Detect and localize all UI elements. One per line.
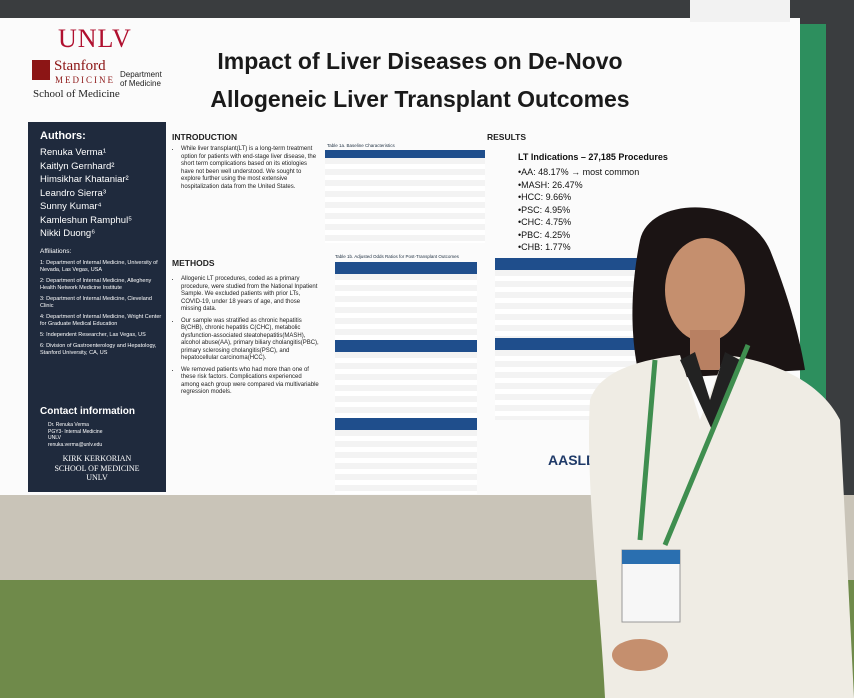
results-subheading: LT Indications – 27,185 Procedures — [518, 152, 668, 162]
contact-line: Dr. Renuka Verma — [48, 422, 89, 428]
methods-heading: METHODS — [172, 258, 215, 268]
contact: Dr. Renuka Verma PGY3- Internal Medicine U… — [48, 422, 102, 448]
results-heading: RESULTS — [487, 132, 527, 142]
intro-list: While liver transplant(LT) is a long-ter… — [172, 146, 319, 195]
author-name: Leandro Sierra³ — [40, 187, 107, 199]
author-name: Renuka Verma¹ — [40, 147, 107, 158]
sidebar-footer: KIRK KERKORIAN SCHOOL OF MEDICINE UNLV — [28, 454, 166, 483]
title-line: Impact of Liver Diseases on De-Novo — [217, 48, 623, 74]
result-item: •AA: 48.17% → most common — [518, 167, 640, 177]
department-text: Department of Medicine — [120, 70, 162, 88]
affiliation: 3: Department of Internal Medicine, Clev… — [40, 296, 152, 309]
affiliations-heading: Affiliations: — [40, 248, 72, 255]
affiliation: 4: Department of Internal Medicine, Wrig… — [40, 314, 162, 327]
result-item: •HCC: 9.66% — [518, 192, 572, 202]
affiliations: 1: Department of Internal Medicine, Univ… — [40, 260, 162, 361]
hands — [612, 639, 668, 671]
medicine-logo: MEDICINE — [55, 75, 115, 85]
lanyard — [637, 344, 751, 546]
sidebar: Authors: Renuka Verma¹ Kaitlyn Gernhard² H… — [28, 122, 166, 492]
stanford-logo: Stanford — [54, 58, 106, 74]
affiliation: 1: Department of Internal Medicine, Univ… — [40, 260, 158, 273]
badge-header — [622, 550, 680, 564]
results-list: •AA: 48.17% → most common •MASH: 26.47% •H… — [518, 166, 639, 254]
sign — [690, 0, 790, 22]
result-item: •CHB: 1.77% — [518, 242, 571, 252]
table — [335, 418, 477, 494]
contact-line: PGY3- Internal Medicine — [48, 428, 103, 435]
author-name: Kamleshun Ramphul⁵ — [40, 214, 133, 226]
unlv-logo: UNLV — [58, 24, 132, 53]
table — [335, 340, 477, 420]
methods-bullet: Our sample was stratified as chronic hep… — [181, 318, 319, 363]
result-item: •MASH: 26.47% — [518, 179, 583, 190]
table — [335, 262, 477, 342]
footer-line: KIRK KERKORIAN — [62, 454, 132, 463]
author-name: Kaitlyn Gernhard² — [40, 160, 115, 172]
methods-bullet: We removed patients who had more than on… — [181, 367, 319, 397]
authors-heading: Authors: — [40, 130, 86, 142]
footer-line: SCHOOL OF MEDICINE — [54, 463, 140, 473]
table — [325, 150, 485, 243]
affiliation: 5: Independent Researcher, Las Vegas, US — [40, 332, 146, 338]
contact-line: UNLV — [48, 435, 61, 441]
result-item: •CHC: 4.75% — [518, 217, 572, 227]
intro-heading: INTRODUCTION — [172, 132, 238, 142]
contact-line: renuka.verma@unlv.edu — [48, 441, 103, 448]
sponsor-logo: AASLD — [548, 452, 597, 468]
author-name: Himsikhar Khataniar² — [40, 174, 129, 185]
methods-list: Allogenic LT procedures, coded as a prim… — [172, 276, 319, 401]
school-text: School of Medicine — [33, 88, 120, 100]
affiliation: 2: Department of Internal Medicine, Alle… — [40, 278, 152, 291]
result-item: •PBC: 4.25% — [518, 229, 571, 240]
contact-heading: Contact information — [40, 406, 135, 417]
author-name: Nikki Duong⁶ — [40, 228, 96, 239]
footer-line: UNLV — [86, 473, 108, 482]
intro-text: While liver transplant(LT) is a long-ter… — [181, 146, 319, 191]
table-title: Table 1a. Baseline Characteristics — [327, 143, 395, 148]
methods-bullet: Allogenic LT procedures, coded as a prim… — [181, 276, 319, 314]
authors: Renuka Verma¹ Kaitlyn Gernhard² Himsikhar … — [40, 146, 132, 241]
poster-title: Impact of Liver Diseases on De-Novo Allo… — [175, 42, 665, 118]
author-name: Sunny Kumar⁴ — [40, 201, 102, 212]
face — [665, 238, 745, 342]
stanford-shield — [32, 60, 50, 80]
table — [495, 258, 645, 340]
result-item: •PSC: 4.95% — [518, 204, 571, 215]
title-line: Allogeneic Liver Transplant Outcomes — [210, 86, 630, 112]
top — [680, 352, 740, 430]
table-title: Table 1b. Adjusted Odds Ratios for Post-… — [335, 254, 459, 259]
affiliation: 6: Division of Gastroenterology and Hepa… — [40, 343, 157, 356]
